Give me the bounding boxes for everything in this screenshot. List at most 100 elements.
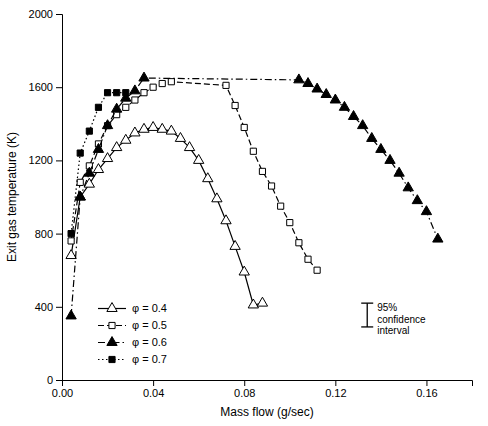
legend-item: φ = 0.7 (98, 353, 167, 365)
data-point (212, 193, 222, 202)
data-point (287, 220, 293, 226)
annotation: 95%confidenceinterval (377, 302, 426, 336)
tick-mark (56, 380, 62, 381)
tick-label: 0.08 (234, 387, 255, 399)
data-point (141, 90, 147, 96)
series-markers (68, 79, 320, 274)
data-point (166, 125, 176, 134)
data-point (303, 78, 313, 87)
tick-mark (244, 380, 245, 386)
data-point (123, 90, 129, 96)
data-point (294, 74, 304, 83)
data-point (314, 267, 320, 273)
legend-symbol (107, 337, 117, 346)
legend-item: φ = 0.5 (98, 319, 167, 331)
x-axis-line (63, 381, 473, 387)
tick: 0 (47, 374, 62, 386)
interval-cap (361, 302, 373, 303)
data-point (93, 143, 103, 152)
tick-label: 0.04 (143, 387, 164, 399)
data-point (221, 215, 231, 224)
data-point (104, 90, 110, 96)
tick-mark (56, 87, 62, 88)
data-point (168, 79, 174, 85)
data-point (86, 128, 92, 134)
data-point (159, 80, 165, 86)
tick-label: 1600 (29, 81, 53, 93)
data-point (148, 122, 158, 131)
tick-mark (335, 380, 336, 386)
data-point (367, 132, 377, 141)
data-point (358, 120, 368, 129)
data-point (259, 168, 265, 174)
legend-item: φ = 0.6 (98, 336, 167, 348)
tick: 1200 (29, 154, 62, 166)
data-point (330, 94, 340, 103)
series-markers (66, 122, 268, 308)
tick: 0.00 (52, 380, 73, 399)
data-point (184, 142, 194, 151)
legend-symbol (107, 303, 117, 312)
tick: 1600 (29, 81, 62, 93)
data-point (130, 127, 140, 136)
tick: 800 (35, 228, 62, 240)
annotation-line: confidence (377, 314, 426, 325)
y-axis: 0 400 800 1200 1600 2000 (29, 8, 63, 386)
tick-mark (426, 380, 427, 386)
data-point (84, 167, 94, 176)
tick-label: 400 (35, 301, 53, 313)
legend-symbol (109, 322, 115, 328)
data-point (77, 179, 83, 185)
tick-label: 0.12 (325, 387, 346, 399)
annotation-line: interval (377, 325, 409, 336)
data-point (339, 101, 349, 110)
data-point (93, 164, 103, 173)
data-point (150, 84, 156, 90)
series-line (71, 93, 126, 234)
data-point (66, 250, 76, 259)
data-point (230, 240, 240, 249)
chart: 0.000.040.080.120.1604008001200160020009… (0, 0, 488, 426)
tick-label: 0.00 (52, 387, 73, 399)
data-point (139, 72, 149, 81)
tick-mark (56, 160, 62, 161)
data-point (194, 154, 204, 163)
data-point (321, 89, 331, 98)
marks (66, 72, 443, 327)
tick-mark (153, 380, 154, 386)
data-point (348, 111, 358, 120)
data-point (394, 167, 404, 176)
data-point (278, 203, 284, 209)
x-axis: 0.000.040.080.120.16 (52, 380, 473, 399)
tick-label: 800 (35, 228, 53, 240)
legend-label: φ = 0.5 (132, 319, 167, 331)
annotation-line: 95% (377, 302, 397, 313)
series-markers (68, 90, 129, 237)
legend-item: φ = 0.4 (98, 302, 167, 314)
tick: 400 (35, 301, 62, 313)
data-point (296, 240, 302, 246)
data-point (433, 233, 443, 242)
tick: 0.04 (143, 380, 164, 399)
data-point (203, 173, 213, 182)
data-point (132, 97, 138, 103)
y-axis-title: Exit gas temperature (K) (5, 132, 19, 262)
interval-bar (361, 303, 373, 327)
tick-mark (56, 307, 62, 308)
data-point (305, 256, 311, 262)
legend-label: φ = 0.4 (132, 302, 167, 314)
data-point (223, 82, 229, 88)
tick: 2000 (29, 8, 62, 20)
legend-label: φ = 0.7 (132, 353, 167, 365)
data-point (102, 120, 112, 129)
data-point (385, 154, 395, 163)
tick-label: 0 (47, 374, 53, 386)
series-line (71, 127, 262, 305)
data-point (75, 191, 85, 200)
data-point (250, 148, 256, 154)
data-point (130, 85, 140, 94)
series-line (71, 82, 317, 270)
data-point (75, 191, 85, 200)
tick-label: 1200 (29, 154, 53, 166)
legend-symbol (109, 356, 115, 362)
